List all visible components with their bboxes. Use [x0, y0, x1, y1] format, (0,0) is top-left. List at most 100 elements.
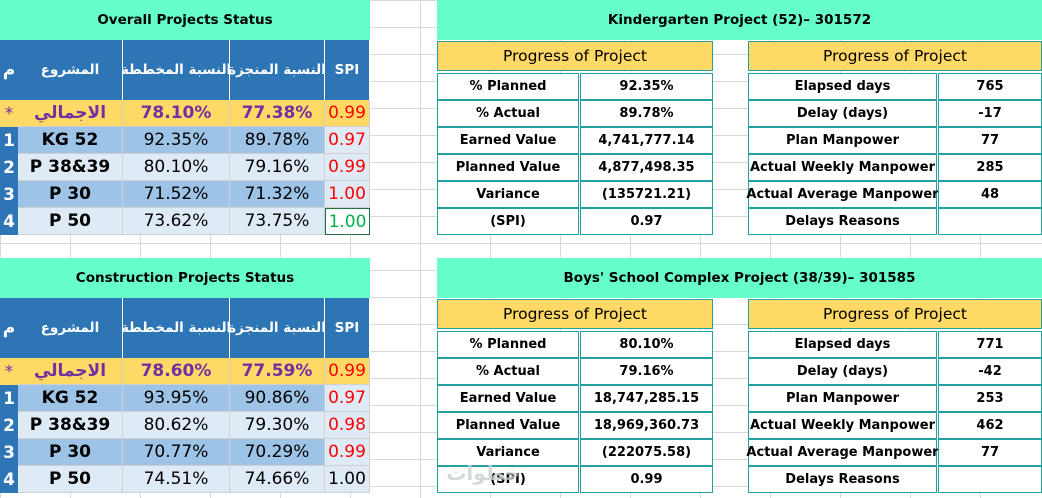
overall-row-planned[interactable]: 92.35%: [123, 127, 230, 154]
kg-left-value[interactable]: (135721.21): [580, 181, 713, 208]
overall-row-spi[interactable]: 1.00: [325, 181, 370, 208]
overall-row-planned[interactable]: 78.10%: [123, 100, 230, 127]
overall-row-project[interactable]: P 30: [18, 181, 123, 208]
kg-left-label: Planned Value: [437, 154, 579, 181]
boys-right-value[interactable]: 253: [938, 385, 1042, 412]
construction-row-planned[interactable]: 93.95%: [123, 385, 230, 412]
overall-header-achieved: النسبة المنجزة: [228, 40, 326, 100]
overall-row-project[interactable]: KG 52: [18, 127, 123, 154]
construction-row-spi[interactable]: 0.99: [325, 358, 370, 385]
overall-row-spi[interactable]: 0.99: [325, 100, 370, 127]
overall-row-achieved[interactable]: 77.38%: [230, 100, 325, 127]
watermark-logo: خطوات: [446, 461, 520, 485]
boys-right-value[interactable]: 77: [938, 439, 1042, 466]
boys-left-value[interactable]: 0.99: [580, 466, 713, 493]
boys-right-label: Actual Average Manpower: [746, 439, 939, 466]
construction-row-spi[interactable]: 0.99: [325, 439, 370, 466]
construction-row-planned[interactable]: 74.51%: [123, 466, 230, 493]
overall-header-planned: النسبة المخططة: [121, 40, 231, 100]
overall-header-idx: م: [0, 40, 18, 100]
kg-left-value[interactable]: 89.78%: [580, 100, 713, 127]
construction-row-idx: 1: [0, 385, 18, 412]
overall-row-project[interactable]: P 38&39: [18, 154, 123, 181]
kg-left-label: Earned Value: [437, 127, 579, 154]
construction-row-achieved[interactable]: 77.59%: [230, 358, 325, 385]
construction-row-spi[interactable]: 0.97: [325, 385, 370, 412]
construction-title: Construction Projects Status: [0, 258, 370, 298]
overall-row-planned[interactable]: 73.62%: [123, 208, 230, 235]
kg-left-label: (SPI): [437, 208, 579, 235]
kg-project-title: Kindergarten Project (52)– 301572: [437, 0, 1042, 40]
kg-left-value[interactable]: 92.35%: [580, 73, 713, 100]
boys-right-value[interactable]: 462: [938, 412, 1042, 439]
overall-row-idx: 4: [0, 208, 18, 235]
kg-right-label: Actual Average Manpower: [746, 181, 939, 208]
boys-right-value[interactable]: 771: [938, 331, 1042, 358]
kg-right-value[interactable]: -17: [938, 100, 1042, 127]
construction-row-project[interactable]: P 30: [18, 439, 123, 466]
boys-left-value[interactable]: 79.16%: [580, 358, 713, 385]
construction-row-planned[interactable]: 80.62%: [123, 412, 230, 439]
boys-left-label: (SPI): [437, 466, 579, 493]
overall-row-idx: 2: [0, 154, 18, 181]
kg-right-value[interactable]: [938, 208, 1042, 235]
construction-row-spi[interactable]: 1.00: [325, 466, 370, 493]
construction-row-idx: 2: [0, 412, 18, 439]
construction-header-achieved: النسبة المنجزة: [228, 298, 326, 358]
overall-row-planned[interactable]: 80.10%: [123, 154, 230, 181]
boys-left-label: Planned Value: [437, 412, 579, 439]
overall-row-project[interactable]: الاجمالي: [18, 100, 123, 127]
kg-right-value[interactable]: 285: [938, 154, 1042, 181]
boys-right-label: Elapsed days: [748, 331, 937, 358]
construction-row-achieved[interactable]: 90.86%: [230, 385, 325, 412]
boys-right-label: Plan Manpower: [748, 385, 937, 412]
boys-left-value[interactable]: 18,747,285.15: [580, 385, 713, 412]
overall-row-spi[interactable]: 0.97: [325, 127, 370, 154]
boys-project-title: Boys' School Complex Project (38/39)– 30…: [437, 258, 1042, 298]
overall-row-achieved[interactable]: 79.16%: [230, 154, 325, 181]
construction-row-project[interactable]: P 50: [18, 466, 123, 493]
construction-header-idx: م: [0, 298, 18, 358]
overall-title: Overall Projects Status: [0, 0, 370, 40]
overall-row-spi[interactable]: 0.99: [325, 154, 370, 181]
boys-right-label: Delay (days): [748, 358, 937, 385]
boys-left-value[interactable]: 18,969,360.73: [580, 412, 713, 439]
boys-progress-header-left: Progress of Project: [437, 299, 713, 329]
construction-row-planned[interactable]: 70.77%: [123, 439, 230, 466]
kg-left-value[interactable]: 4,741,777.14: [580, 127, 713, 154]
boys-right-label: Delays Reasons: [748, 466, 937, 493]
construction-row-planned[interactable]: 78.60%: [123, 358, 230, 385]
kg-left-value[interactable]: 4,877,498.35: [580, 154, 713, 181]
overall-row-achieved[interactable]: 71.32%: [230, 181, 325, 208]
construction-row-project[interactable]: الاجمالي: [18, 358, 123, 385]
overall-row-idx: 1: [0, 127, 18, 154]
overall-header-spi: SPI: [325, 40, 370, 100]
construction-row-achieved[interactable]: 79.30%: [230, 412, 325, 439]
overall-row-achieved[interactable]: 89.78%: [230, 127, 325, 154]
construction-row-spi[interactable]: 0.98: [325, 412, 370, 439]
kg-left-value[interactable]: 0.97: [580, 208, 713, 235]
construction-header-spi: SPI: [325, 298, 370, 358]
kg-right-value[interactable]: 77: [938, 127, 1042, 154]
construction-row-achieved[interactable]: 70.29%: [230, 439, 325, 466]
overall-row-project[interactable]: P 50: [18, 208, 123, 235]
overall-row-planned[interactable]: 71.52%: [123, 181, 230, 208]
construction-row-project[interactable]: P 38&39: [18, 412, 123, 439]
kg-left-label: % Actual: [437, 100, 579, 127]
boys-right-value[interactable]: [938, 466, 1042, 493]
boys-left-value[interactable]: 80.10%: [580, 331, 713, 358]
construction-row-project[interactable]: KG 52: [18, 385, 123, 412]
boys-left-label: % Actual: [437, 358, 579, 385]
overall-row-spi-selected[interactable]: 1.00: [325, 208, 370, 235]
construction-row-idx: 3: [0, 439, 18, 466]
overall-row-idx: 3: [0, 181, 18, 208]
kg-progress-header-right: Progress of Project: [748, 41, 1042, 71]
kg-right-value[interactable]: 765: [938, 73, 1042, 100]
overall-row-achieved[interactable]: 73.75%: [230, 208, 325, 235]
boys-left-label: Variance: [437, 439, 579, 466]
kg-right-value[interactable]: 48: [938, 181, 1042, 208]
boys-left-value[interactable]: (222075.58): [580, 439, 713, 466]
kg-left-label: Variance: [437, 181, 579, 208]
boys-right-value[interactable]: -42: [938, 358, 1042, 385]
construction-row-achieved[interactable]: 74.66%: [230, 466, 325, 493]
